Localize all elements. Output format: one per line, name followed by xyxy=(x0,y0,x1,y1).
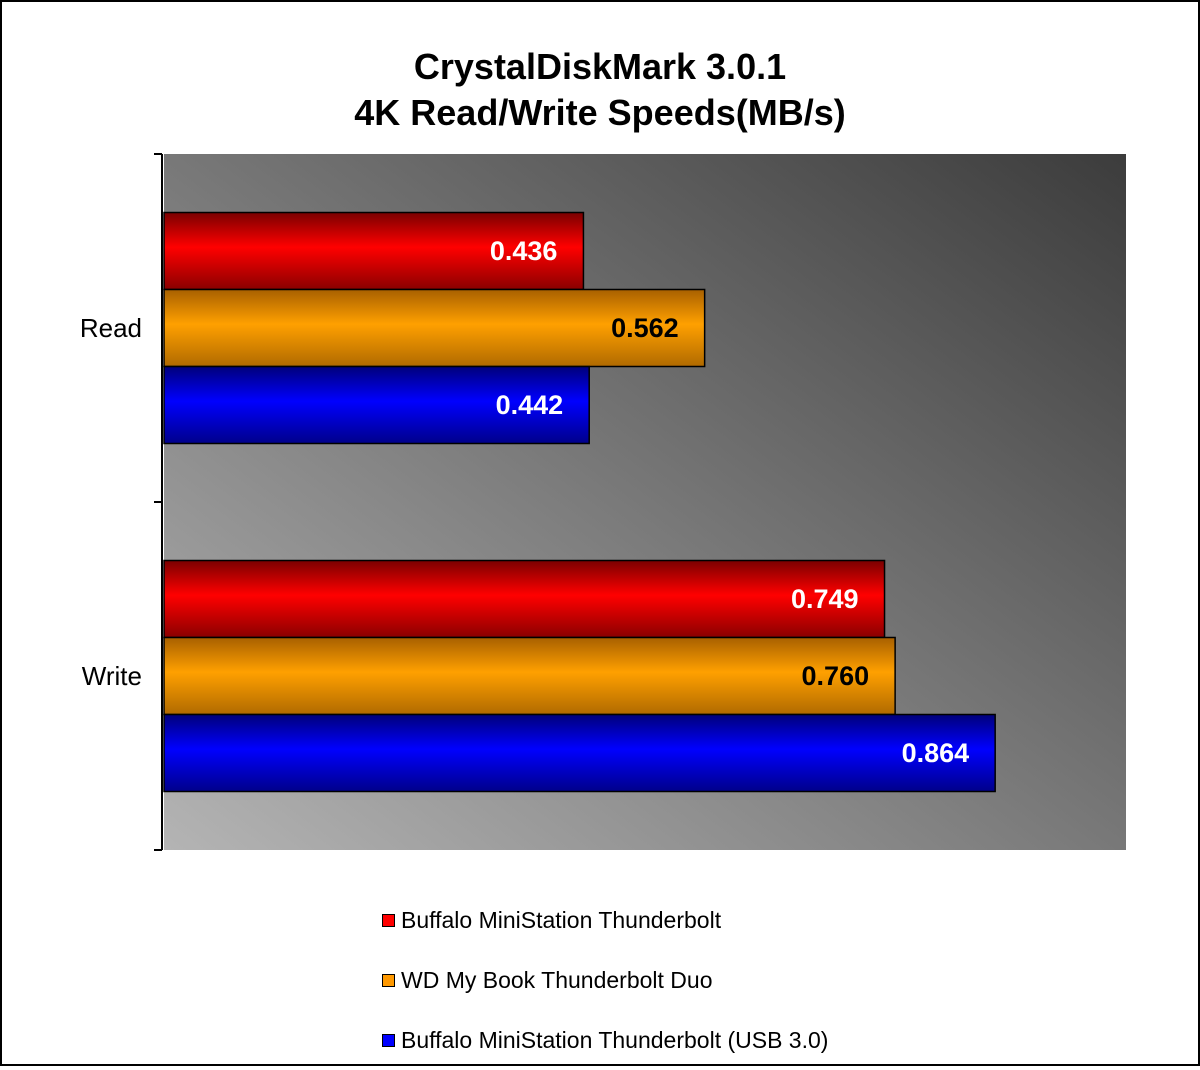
data-label-read-series-1: 0.436 xyxy=(490,236,558,266)
bar-read-series-1 xyxy=(163,211,585,291)
legend-item-1: Buffalo MiniStation Thunderbolt xyxy=(382,890,828,950)
category-axis: Read Write xyxy=(80,153,163,851)
legend: Buffalo MiniStation Thunderbolt WD My Boo… xyxy=(382,890,828,1070)
data-label-read-series-3: 0.442 xyxy=(496,390,564,420)
legend-item-2: WD My Book Thunderbolt Duo xyxy=(382,950,828,1010)
legend-label: WD My Book Thunderbolt Duo xyxy=(401,966,713,993)
bar-write-series-2 xyxy=(163,636,896,716)
legend-swatch xyxy=(382,973,395,987)
bar-write-series-1 xyxy=(163,559,886,639)
legend-label: Buffalo MiniStation Thunderbolt (USB 3.0… xyxy=(401,1026,829,1053)
chart-title: CrystalDiskMark 3.0.1 xyxy=(413,46,787,87)
chart-subtitle: 4K Read/Write Speeds(MB/s) xyxy=(354,92,846,133)
legend-label: Buffalo MiniStation Thunderbolt xyxy=(401,906,722,933)
bar-chart: Read Write 0.436 0.562 0.442 0.749 0.760 0.864 xyxy=(80,153,1126,851)
data-label-write-series-2: 0.760 xyxy=(802,661,870,691)
data-label-write-series-1: 0.749 xyxy=(791,584,859,614)
legend-swatch xyxy=(382,913,395,927)
bar-read-series-3 xyxy=(163,365,590,445)
data-label-read-series-2: 0.562 xyxy=(611,313,679,343)
data-label-write-series-3: 0.864 xyxy=(902,738,970,768)
chart-title-block: CrystalDiskMark 3.0.1 4K Read/Write Spee… xyxy=(2,44,1198,136)
legend-item-3: Buffalo MiniStation Thunderbolt (USB 3.0… xyxy=(382,1010,828,1070)
category-label-write: Write xyxy=(82,661,142,691)
legend-swatch xyxy=(382,1033,395,1047)
bars-group: 0.436 0.562 0.442 0.749 0.760 0.864 xyxy=(163,211,996,793)
bar-write-series-3 xyxy=(163,713,996,793)
category-label-read: Read xyxy=(80,313,142,343)
